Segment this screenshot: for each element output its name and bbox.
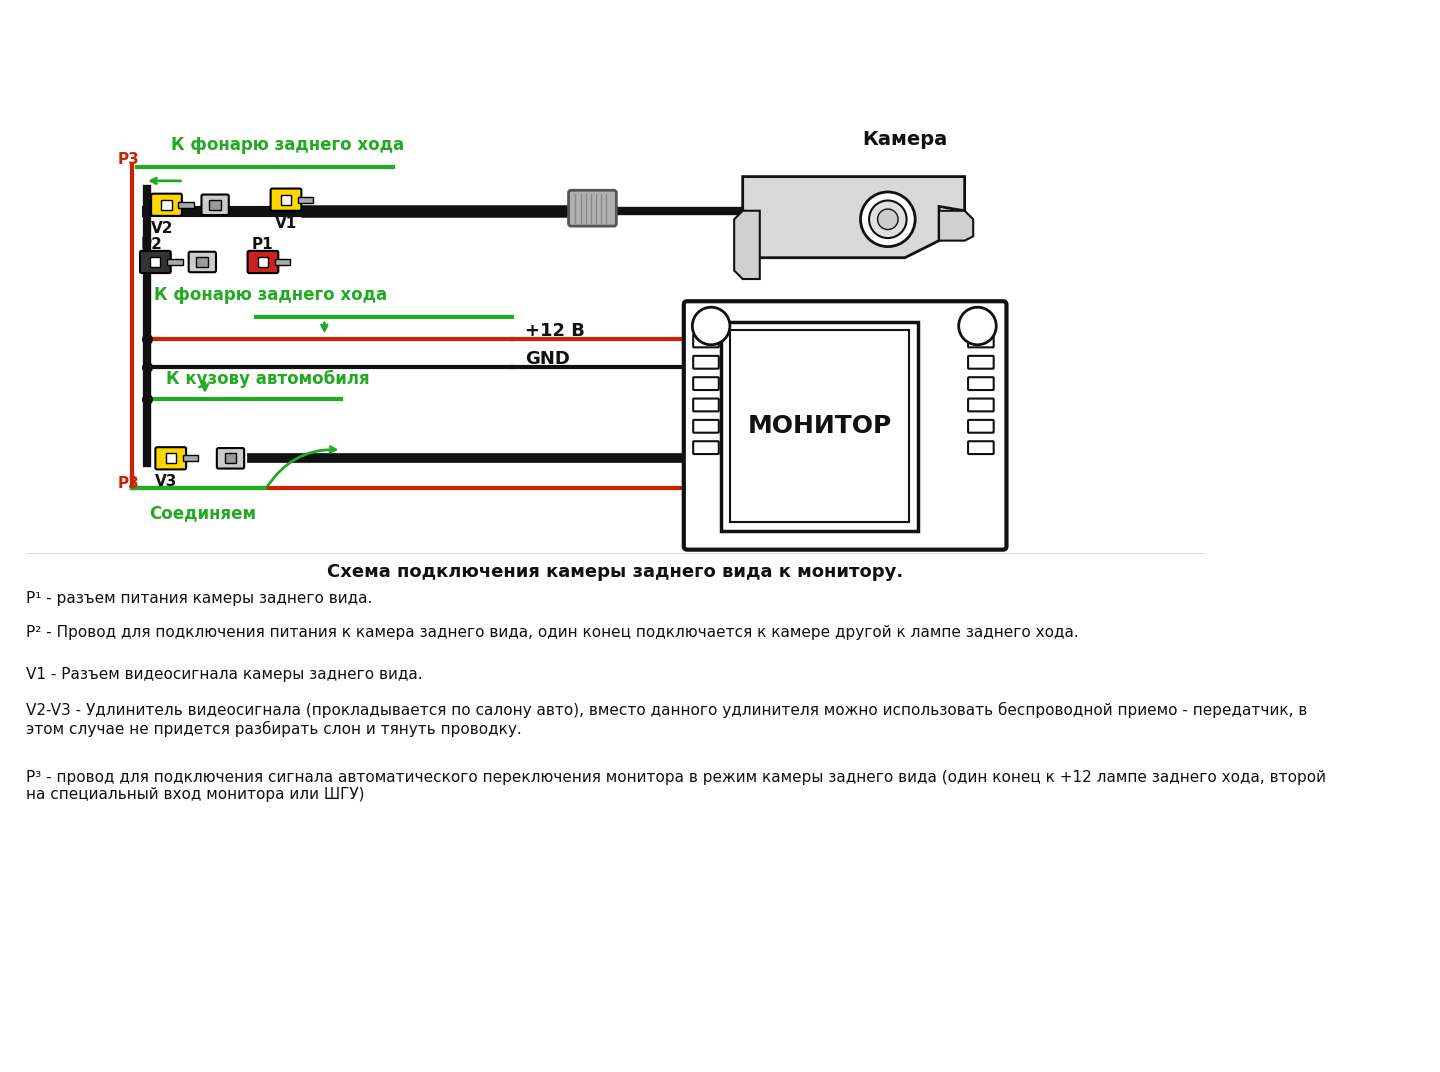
Text: К кузову автомобиля: К кузову автомобиля: [167, 370, 370, 388]
Text: Р³ - провод для подключения сигнала автоматического переключения монитора в режи: Р³ - провод для подключения сигнала авто…: [26, 770, 1326, 802]
Text: P3: P3: [118, 152, 140, 167]
Polygon shape: [734, 211, 760, 279]
FancyBboxPatch shape: [151, 194, 181, 215]
Text: V3: V3: [156, 475, 177, 490]
FancyBboxPatch shape: [968, 334, 994, 347]
FancyBboxPatch shape: [189, 252, 216, 272]
Text: Соединяем: Соединяем: [150, 504, 256, 522]
Circle shape: [861, 192, 916, 247]
FancyBboxPatch shape: [684, 301, 1007, 550]
Bar: [183, 456, 199, 461]
Text: +12 В: +12 В: [526, 323, 585, 340]
Text: Р² - Провод для подключения питания к камера заднего вида, один конец подключает: Р² - Провод для подключения питания к ка…: [26, 625, 1079, 640]
Text: V1 - Разъем видеосигнала камеры заднего вида.: V1 - Разъем видеосигнала камеры заднего …: [26, 668, 422, 683]
Text: МОНИТОР: МОНИТОР: [747, 414, 891, 437]
Text: Р¹ - разъем питания камеры заднего вида.: Р¹ - разъем питания камеры заднего вида.: [26, 591, 372, 606]
Text: P3: P3: [118, 476, 140, 491]
Bar: [179, 202, 194, 208]
FancyBboxPatch shape: [693, 334, 719, 347]
FancyBboxPatch shape: [217, 448, 245, 468]
Circle shape: [877, 209, 899, 229]
FancyBboxPatch shape: [968, 399, 994, 412]
FancyBboxPatch shape: [140, 251, 171, 273]
Text: V1: V1: [275, 215, 297, 230]
Bar: [167, 259, 183, 265]
Circle shape: [693, 308, 730, 345]
Bar: [150, 257, 160, 267]
FancyBboxPatch shape: [968, 377, 994, 390]
Bar: [298, 196, 314, 203]
Bar: [258, 257, 268, 267]
FancyBboxPatch shape: [248, 251, 278, 273]
Bar: [730, 330, 909, 522]
Bar: [721, 322, 917, 531]
Polygon shape: [743, 177, 965, 257]
Text: GND: GND: [526, 351, 570, 369]
Text: P2: P2: [140, 237, 163, 252]
Text: К фонарю заднего хода: К фонарю заднего хода: [154, 286, 387, 304]
Bar: [166, 453, 176, 463]
Bar: [196, 257, 209, 267]
FancyBboxPatch shape: [202, 194, 229, 215]
Text: V2-V3 - Удлинитель видеосигнала (прокладывается по салону авто), вместо данного : V2-V3 - Удлинитель видеосигнала (проклад…: [26, 701, 1308, 736]
FancyBboxPatch shape: [156, 447, 186, 470]
Text: V2: V2: [151, 221, 173, 236]
FancyBboxPatch shape: [693, 399, 719, 412]
FancyBboxPatch shape: [693, 420, 719, 433]
Circle shape: [870, 200, 907, 238]
FancyBboxPatch shape: [693, 442, 719, 455]
FancyBboxPatch shape: [968, 356, 994, 369]
FancyBboxPatch shape: [693, 356, 719, 369]
Text: Камера: Камера: [863, 130, 948, 149]
FancyBboxPatch shape: [271, 189, 301, 211]
Polygon shape: [939, 211, 973, 240]
FancyBboxPatch shape: [569, 190, 616, 226]
Bar: [209, 199, 222, 210]
Bar: [281, 194, 291, 205]
Text: P1: P1: [252, 237, 274, 252]
Bar: [161, 199, 171, 210]
Bar: [225, 453, 236, 463]
FancyBboxPatch shape: [693, 377, 719, 390]
Circle shape: [959, 308, 996, 345]
FancyBboxPatch shape: [968, 420, 994, 433]
FancyBboxPatch shape: [968, 442, 994, 455]
Text: К фонарю заднего хода: К фонарю заднего хода: [171, 136, 403, 154]
Text: Схема подключения камеры заднего вида к монитору.: Схема подключения камеры заднего вида к …: [327, 563, 903, 581]
Bar: [275, 259, 291, 265]
